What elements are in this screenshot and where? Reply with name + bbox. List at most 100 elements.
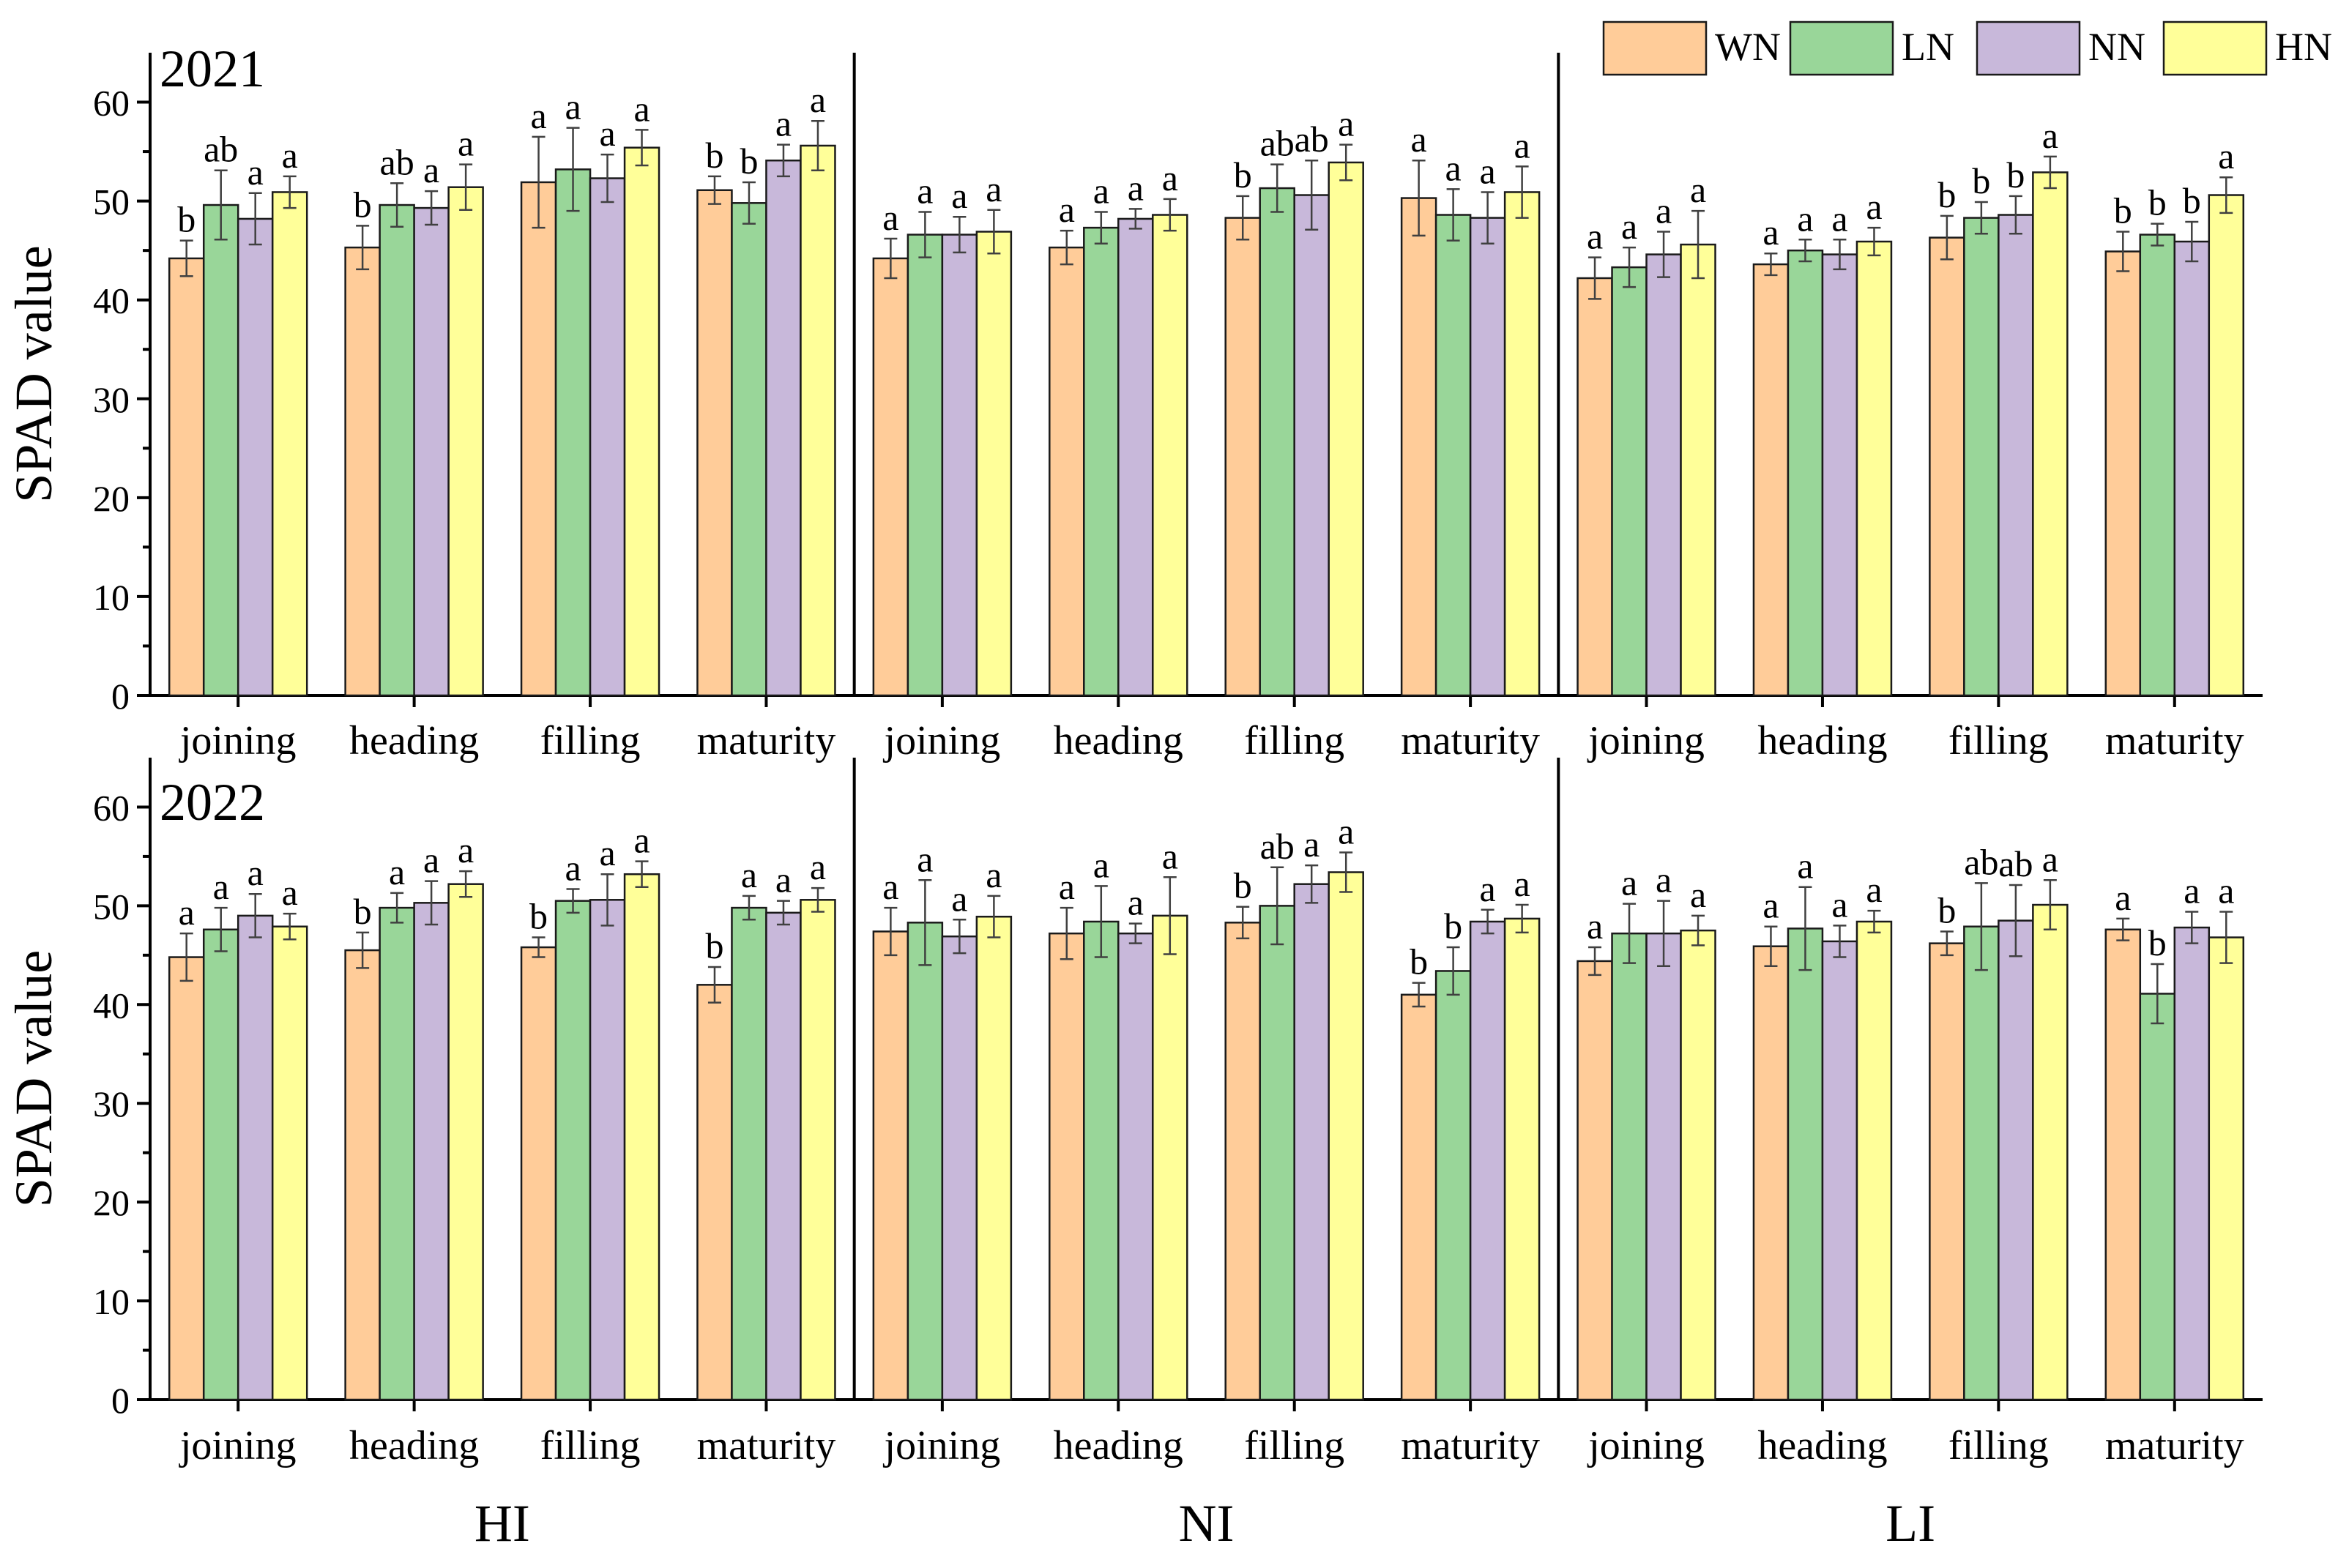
y-tick-label: 0 — [111, 676, 130, 717]
significance-letter: ab — [204, 129, 238, 170]
y-tick-label: 60 — [93, 787, 130, 828]
x-tick-label: joining — [883, 718, 1001, 764]
x-tick-label: heading — [349, 718, 479, 764]
bar-ln — [907, 922, 944, 1401]
legend-swatch — [2162, 20, 2268, 76]
bar-ln — [1434, 970, 1472, 1401]
significance-letter: b — [1234, 865, 1252, 906]
significance-letter: a — [1128, 882, 1144, 923]
bar-nn — [1469, 920, 1506, 1401]
significance-letter: a — [1656, 190, 1672, 231]
bar-hn — [1503, 191, 1541, 697]
bar-ln — [379, 204, 415, 697]
significance-letter: a — [247, 152, 264, 193]
bar-nn — [1117, 932, 1154, 1401]
significance-letter: a — [1162, 835, 1178, 876]
bar-wn — [2104, 250, 2142, 697]
bar-hn — [623, 146, 660, 697]
significance-letter: a — [986, 168, 1002, 209]
bar-wn — [168, 956, 205, 1401]
x-tick-label: maturity — [2105, 718, 2244, 764]
bar-nn — [765, 911, 802, 1401]
significance-letter: a — [882, 197, 898, 238]
significance-letter: a — [633, 88, 649, 129]
y-tick-label: 50 — [93, 886, 130, 927]
significance-letter: a — [1338, 103, 1354, 144]
bar-ln — [1787, 927, 1824, 1401]
bar-hn — [2208, 194, 2245, 697]
significance-letter: b — [1410, 941, 1428, 982]
bar-ln — [1787, 249, 1824, 697]
bar-wn — [696, 189, 733, 697]
significance-letter: a — [599, 832, 615, 873]
bar-nn — [413, 902, 450, 1401]
x-tick-label: heading — [1054, 718, 1183, 764]
significance-letter: a — [1797, 845, 1813, 886]
x-tick-label: maturity — [2105, 1423, 2244, 1468]
significance-letter: a — [282, 135, 298, 176]
significance-letter: a — [179, 892, 195, 933]
significance-letter: a — [1480, 150, 1496, 191]
significance-letter: a — [423, 149, 439, 190]
bar-nn — [1645, 253, 1682, 697]
bar-hn — [975, 915, 1013, 1401]
x-tick-label: filling — [540, 1423, 641, 1468]
significance-letter: a — [917, 838, 933, 879]
significance-letter: a — [565, 847, 581, 888]
significance-letter: a — [1866, 869, 1882, 910]
bar-nn — [413, 206, 450, 697]
significance-letter: a — [213, 866, 229, 907]
significance-letter: b — [2148, 182, 2167, 223]
significance-letter: b — [1972, 160, 1990, 201]
significance-letter: a — [951, 878, 967, 919]
bar-wn — [1576, 277, 1613, 697]
bar-wn — [1752, 263, 1790, 697]
significance-letter: a — [2184, 870, 2200, 911]
bar-nn — [237, 914, 274, 1401]
bar-wn — [1049, 932, 1085, 1401]
significance-letter: b — [2148, 922, 2167, 963]
significance-letter: a — [1162, 157, 1178, 198]
significance-letter: a — [1690, 874, 1706, 915]
bar-wn — [520, 946, 557, 1401]
bar-ln — [1963, 925, 2000, 1401]
bar-wn — [1576, 960, 1613, 1401]
bar-nn — [1645, 932, 1682, 1401]
significance-letter: a — [1093, 844, 1109, 885]
significance-letter: a — [1303, 824, 1319, 865]
significance-letter: a — [1587, 906, 1603, 947]
bar-nn — [2173, 926, 2211, 1401]
group-label: LI — [1885, 1494, 1935, 1553]
bar-nn — [1821, 940, 1858, 1401]
bar-ln — [554, 168, 592, 697]
y-tick-label: 10 — [93, 577, 130, 618]
bar-wn — [872, 930, 909, 1401]
bar-wn — [1929, 942, 1965, 1401]
x-tick-label: joining — [1587, 1423, 1705, 1468]
group-label: HI — [474, 1494, 530, 1553]
y-axis-label: SPAD value — [4, 950, 63, 1207]
y-tick-label: 20 — [93, 1182, 130, 1223]
y-tick-label: 10 — [93, 1281, 130, 1322]
bar-nn — [237, 217, 274, 697]
y-tick-label: 40 — [93, 280, 130, 321]
significance-letter: a — [1059, 866, 1075, 907]
bar-ln — [731, 202, 767, 697]
significance-letter: a — [1762, 212, 1779, 253]
x-tick-label: heading — [1757, 718, 1887, 764]
significance-letter: ab — [380, 141, 414, 182]
significance-letter: ab — [1295, 119, 1329, 160]
x-tick-label: filling — [540, 718, 641, 764]
significance-letter: b — [1444, 906, 1462, 947]
significance-letter: a — [741, 854, 757, 895]
bar-ln — [1611, 266, 1648, 697]
x-tick-label: heading — [1054, 1423, 1183, 1468]
significance-letter: a — [565, 86, 581, 127]
year-label: 2022 — [160, 773, 265, 832]
bar-ln — [2139, 234, 2176, 697]
legend-label: NN — [2088, 25, 2145, 69]
significance-letter: ab — [1260, 123, 1295, 164]
bar-wn — [1400, 993, 1437, 1401]
significance-letter: a — [1797, 198, 1813, 239]
